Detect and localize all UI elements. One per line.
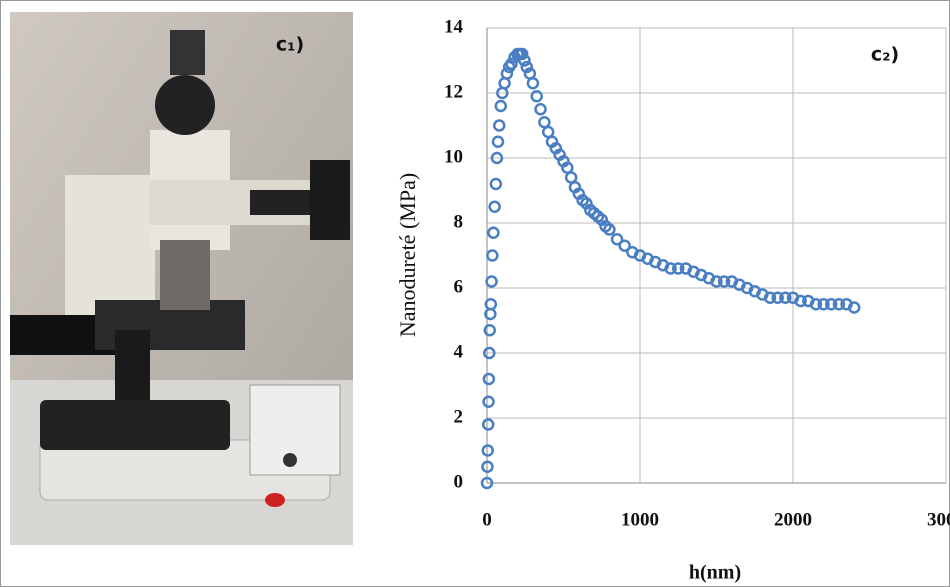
data-point xyxy=(564,171,578,184)
data-point xyxy=(809,298,823,311)
data-point xyxy=(485,275,498,288)
data-point xyxy=(779,291,792,304)
data-point xyxy=(518,54,531,67)
data-point xyxy=(491,135,505,148)
data-point xyxy=(482,395,495,408)
data-point xyxy=(490,151,504,165)
data-point xyxy=(817,298,830,311)
data-point xyxy=(530,90,543,103)
y-tick-label: 14 xyxy=(444,16,464,37)
data-point xyxy=(534,103,547,116)
data-point xyxy=(794,294,807,308)
data-point xyxy=(541,125,555,139)
data-point xyxy=(771,291,784,304)
data-point xyxy=(505,57,518,70)
data-point xyxy=(672,262,685,275)
panel-label: c₁) xyxy=(276,34,304,56)
data-point xyxy=(486,249,499,262)
data-point xyxy=(515,47,529,61)
data-point xyxy=(538,116,551,129)
data-point xyxy=(500,67,514,80)
data-point xyxy=(618,239,631,252)
x-tick-label: 1000 xyxy=(621,509,659,530)
data-point xyxy=(610,233,624,246)
data-point xyxy=(710,275,723,288)
data-point xyxy=(832,298,846,311)
data-point xyxy=(483,324,497,337)
data-point xyxy=(483,346,496,360)
y-tick-label: 0 xyxy=(454,471,464,492)
data-point xyxy=(763,291,777,304)
data-point xyxy=(825,298,838,311)
data-point xyxy=(481,444,495,457)
data-point xyxy=(603,223,616,236)
data-point xyxy=(520,60,534,74)
y-tick-label: 8 xyxy=(454,211,464,232)
x-tick-label: 2000 xyxy=(774,509,812,530)
microscope-photo xyxy=(10,12,353,545)
x-tick-label: 3000 xyxy=(927,509,950,530)
data-point xyxy=(717,275,731,288)
data-point xyxy=(526,77,540,90)
data-point xyxy=(487,226,500,239)
y-tick-label: 4 xyxy=(454,341,464,362)
data-point xyxy=(488,200,501,213)
y-tick-label: 12 xyxy=(444,81,463,102)
y-tick-label: 6 xyxy=(454,276,464,297)
data-point xyxy=(664,262,677,275)
y-tick-label: 10 xyxy=(444,146,463,167)
data-point xyxy=(482,372,496,386)
x-tick-label: 0 xyxy=(482,509,492,530)
panel-label: c₂) xyxy=(871,44,899,66)
y-tick-label: 2 xyxy=(454,406,464,427)
data-point xyxy=(480,476,494,490)
data-point xyxy=(492,119,506,132)
data-point xyxy=(489,177,503,191)
data-point xyxy=(481,460,494,473)
data-point xyxy=(494,99,508,113)
data-point xyxy=(847,301,861,314)
x-axis-label: h(nm) xyxy=(689,562,741,584)
data-point xyxy=(481,418,495,431)
y-axis-label: Nanodureté (MPa) xyxy=(395,173,420,337)
data-point xyxy=(498,77,511,90)
data-point xyxy=(484,298,498,311)
